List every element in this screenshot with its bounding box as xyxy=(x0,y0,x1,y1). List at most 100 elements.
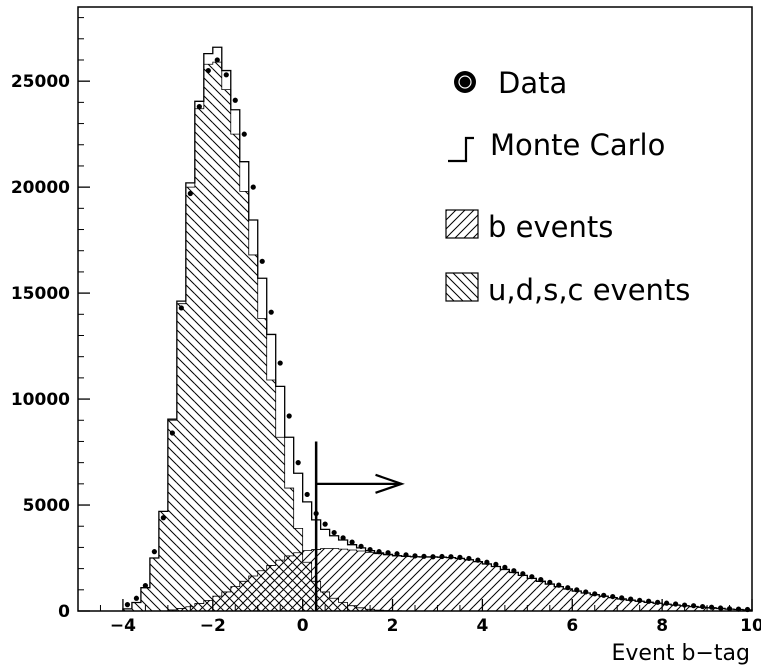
data-point xyxy=(538,577,544,583)
data-point xyxy=(295,460,301,466)
udsc-bar xyxy=(239,191,249,611)
b-bar xyxy=(545,584,555,611)
b-bar xyxy=(302,550,312,611)
udsc-bar xyxy=(275,437,285,611)
data-point xyxy=(547,579,553,585)
data-point xyxy=(565,585,571,591)
udsc-bar xyxy=(185,187,195,611)
b-bar xyxy=(275,560,285,611)
legend-item-b-events: b events xyxy=(445,209,613,244)
data-point xyxy=(196,104,202,110)
b-bar xyxy=(329,548,339,611)
b-bar xyxy=(212,596,222,611)
data-point xyxy=(376,549,382,555)
y-tick-label: 10000 xyxy=(11,390,70,410)
data-marker-dot xyxy=(454,71,476,93)
b-bar xyxy=(455,558,465,611)
data-point xyxy=(367,546,373,553)
data-point xyxy=(439,553,445,560)
x-tick-label: −2 xyxy=(200,616,226,636)
b-bar xyxy=(689,606,699,611)
udsc-bar xyxy=(176,303,186,611)
data-point xyxy=(223,72,229,78)
step-line xyxy=(448,136,474,163)
udsc-bar xyxy=(203,64,213,611)
x-tick-label: 6 xyxy=(566,616,578,636)
b-bar xyxy=(482,563,492,611)
y-tick-label: 20000 xyxy=(11,178,70,198)
udsc-bar xyxy=(149,558,159,611)
b-bar xyxy=(644,602,654,611)
b-bar xyxy=(608,597,618,611)
b-bar xyxy=(266,565,276,611)
data-point xyxy=(484,559,490,565)
b-bar xyxy=(293,552,303,611)
legend-label-monte-carlo: Monte Carlo xyxy=(490,128,665,162)
b-bar xyxy=(284,555,294,611)
y-tick-label: 25000 xyxy=(11,72,70,92)
b-bar xyxy=(176,608,186,611)
data-marker-ring xyxy=(458,75,472,89)
b-bar xyxy=(365,552,375,611)
data-point xyxy=(655,599,661,605)
udsc-bar xyxy=(167,420,177,611)
data-point xyxy=(250,184,256,190)
data-point xyxy=(430,554,436,560)
data-point xyxy=(232,97,238,103)
data-point xyxy=(412,553,418,559)
b-bar xyxy=(401,556,411,611)
data-point xyxy=(493,561,499,567)
data-point xyxy=(475,557,481,563)
data-point xyxy=(142,582,148,589)
udsc-bar xyxy=(194,108,204,611)
x-tick-label: −4 xyxy=(110,616,136,636)
b-bar xyxy=(572,591,582,611)
b-bar xyxy=(374,553,384,611)
b-bar xyxy=(536,581,546,611)
b-bar xyxy=(464,559,474,611)
arrow-right-icon xyxy=(375,473,405,494)
b-bar xyxy=(626,600,636,611)
step-line-icon xyxy=(448,136,474,163)
udsc-bar xyxy=(221,89,231,611)
legend-label-b-events: b events xyxy=(488,210,613,244)
udsc-bar xyxy=(230,134,240,611)
axes: −4 −2 0 2 4 6 8 10 0 5000 10000 15000 20000 25000 xyxy=(11,17,761,636)
b-bar xyxy=(437,557,447,611)
b-bar xyxy=(473,561,483,611)
b-bar xyxy=(419,556,429,611)
data-point xyxy=(205,67,211,74)
x-tick-label: 10 xyxy=(740,616,761,636)
data-point xyxy=(259,258,265,264)
y-tick-label: 5000 xyxy=(23,496,70,516)
b-bar xyxy=(590,594,600,611)
data-point xyxy=(646,598,652,604)
b-bar xyxy=(581,592,591,611)
data-point xyxy=(160,515,166,521)
b-bar xyxy=(599,596,609,611)
data-marker-icon xyxy=(454,71,476,93)
udsc-bar xyxy=(266,379,276,611)
data-point xyxy=(448,554,454,560)
data-point xyxy=(268,309,274,315)
data-point xyxy=(690,603,697,609)
b-bar xyxy=(410,556,420,611)
b-bar xyxy=(554,586,564,611)
x-tick-label: 0 xyxy=(297,616,309,636)
b-bar xyxy=(239,581,249,611)
data-point xyxy=(421,553,427,559)
data-point xyxy=(304,491,310,498)
legend-item-udsc-events: u,d,s,c events xyxy=(445,272,690,307)
legend-label-udsc-events: u,d,s,c events xyxy=(488,273,690,307)
data-point xyxy=(331,529,337,536)
data-point xyxy=(178,305,184,311)
b-bar xyxy=(356,551,366,611)
udsc-bar xyxy=(257,318,267,611)
b-bar xyxy=(257,570,267,611)
b-bar xyxy=(671,605,681,611)
cut-layer xyxy=(314,441,405,611)
udsc-bar xyxy=(131,602,141,611)
data-point xyxy=(214,57,220,63)
data-point xyxy=(601,592,607,598)
b-bar xyxy=(491,566,501,611)
